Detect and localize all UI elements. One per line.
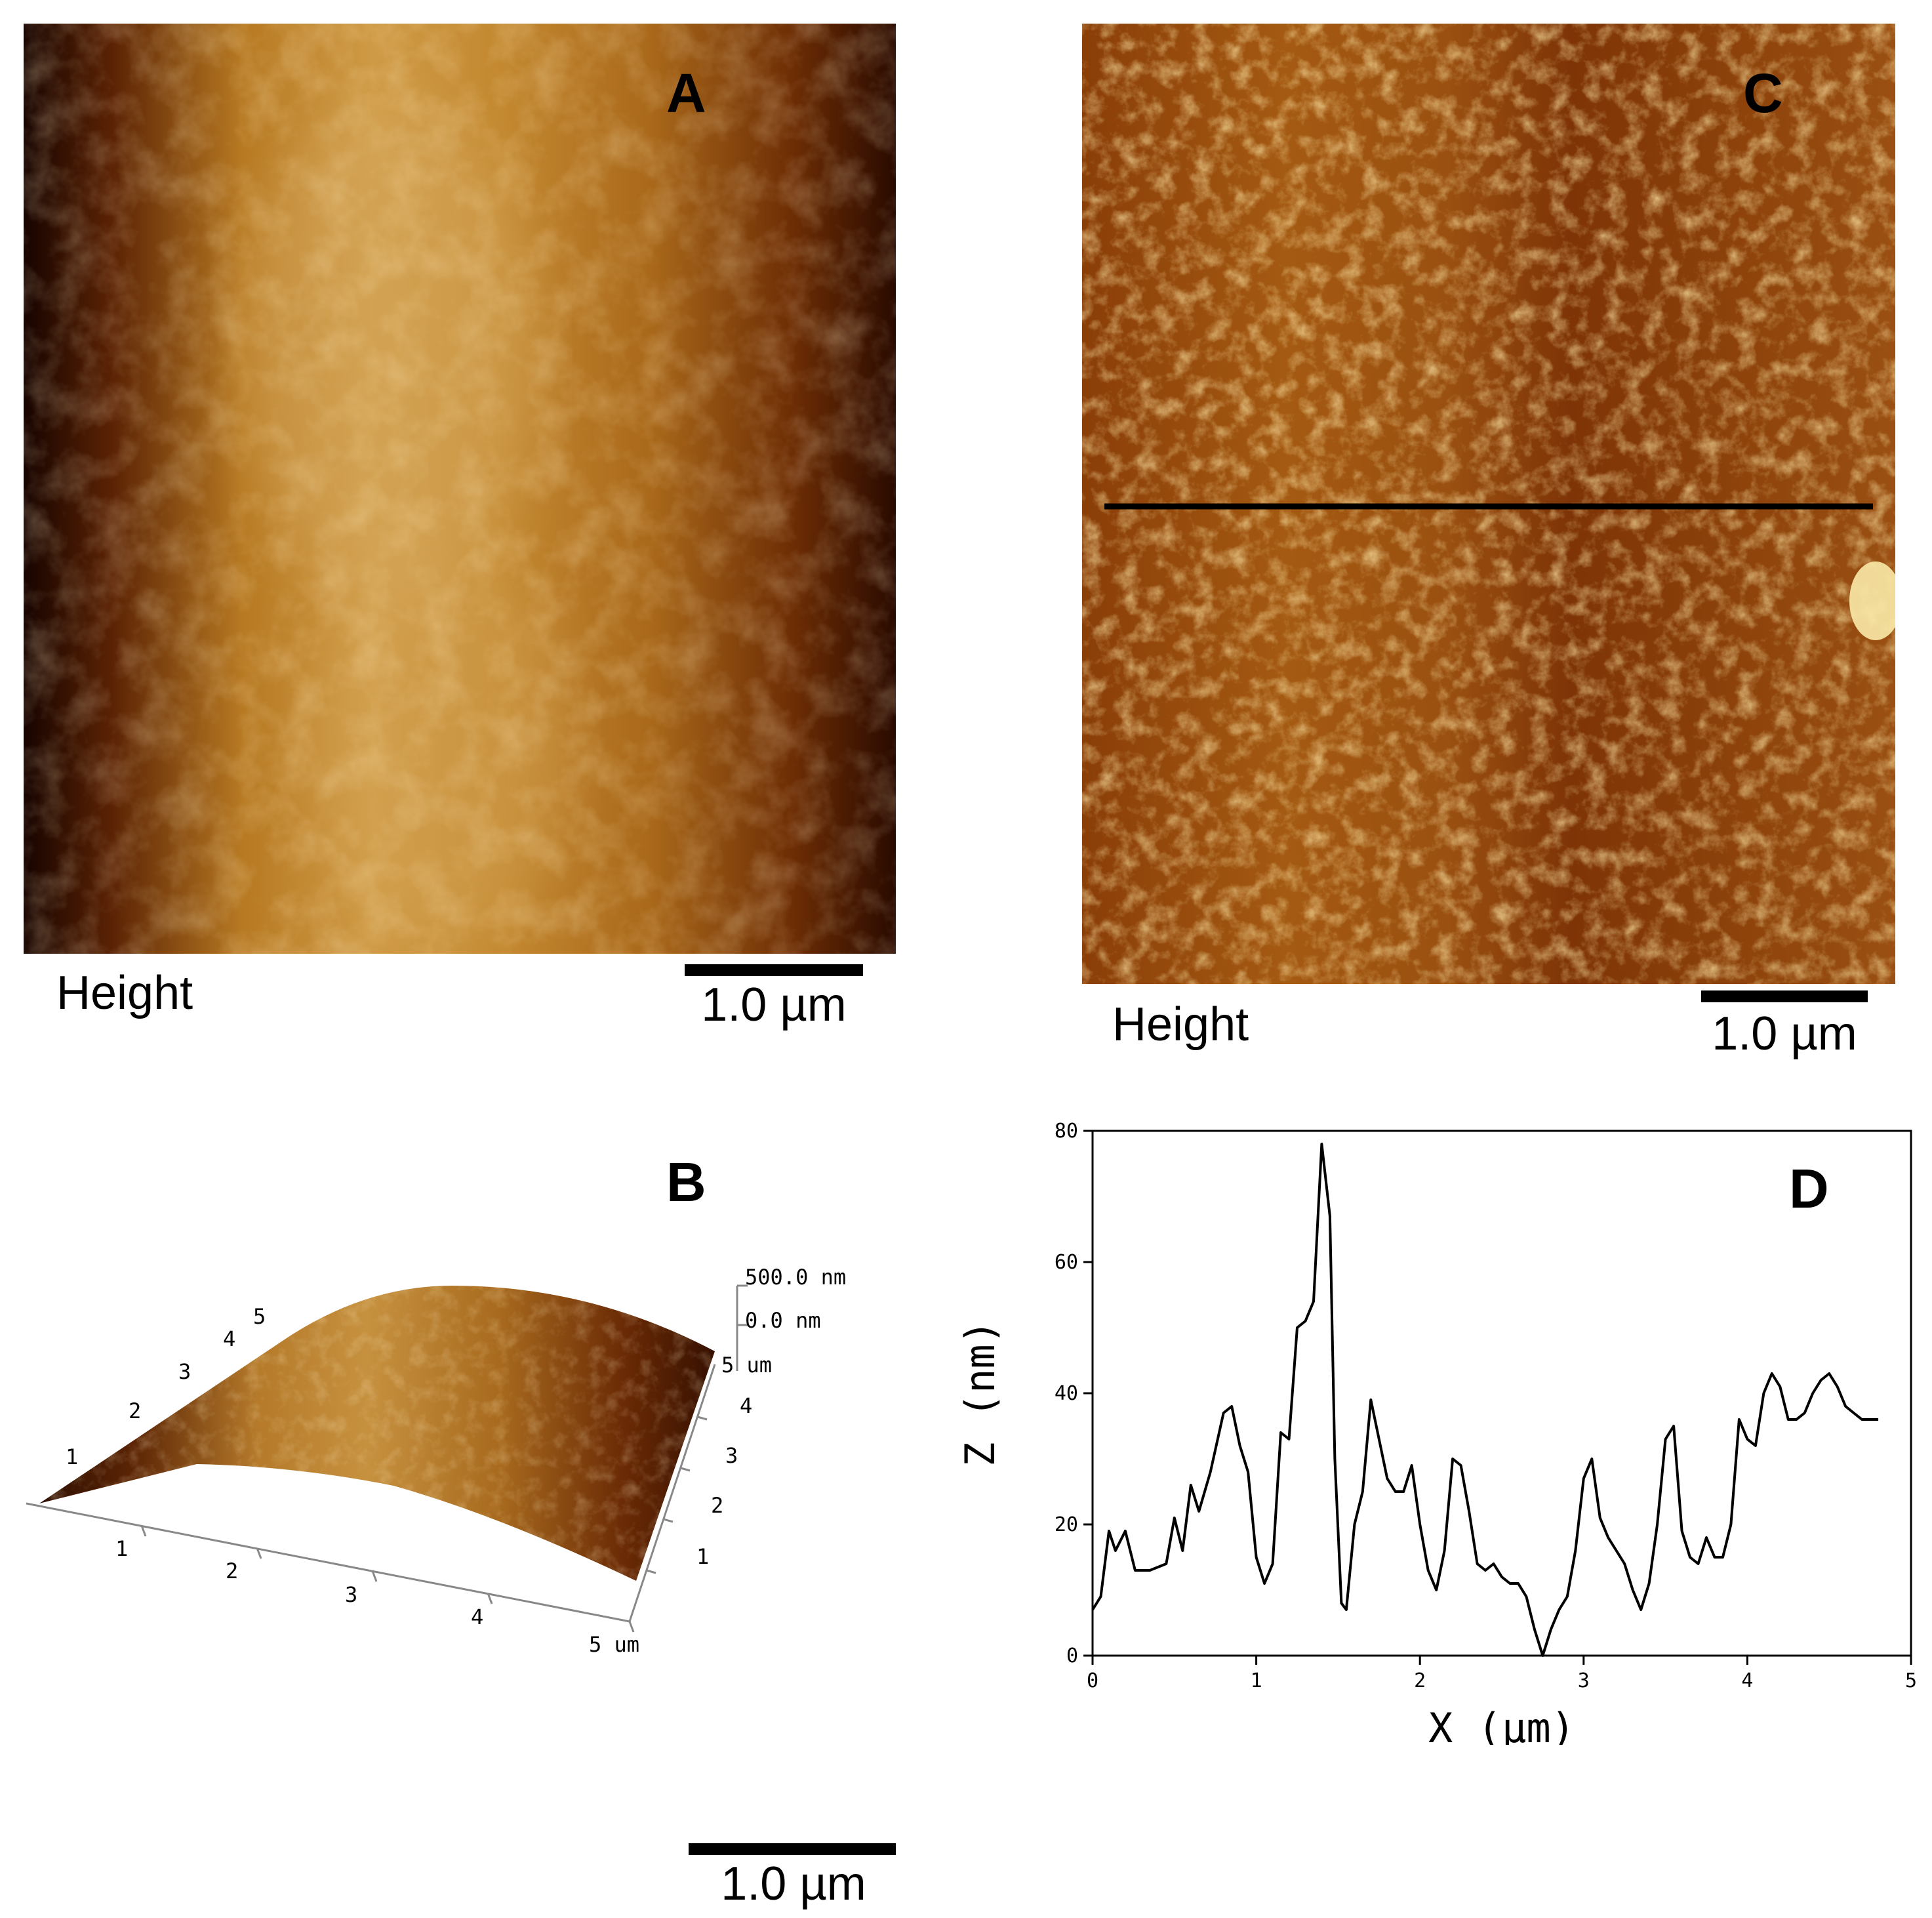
y-tick-label: 0	[1066, 1644, 1078, 1667]
x-tick-label: 1	[1251, 1669, 1262, 1692]
scale-bar-a	[685, 964, 863, 976]
y-tick-label: 4	[740, 1393, 752, 1418]
back-tick-label: 2	[129, 1398, 141, 1423]
panel-letter-a: A	[666, 62, 706, 124]
z-zero-label: 0.0 nm	[745, 1308, 821, 1333]
afm-height-image-c	[1082, 24, 1895, 984]
back-tick-label: 5	[253, 1304, 266, 1329]
x-tick-label: 1	[115, 1536, 128, 1561]
x-tick-label: 3	[1578, 1669, 1590, 1692]
x-tick-label: 4	[1741, 1669, 1753, 1692]
panel-letter-d: D	[1789, 1158, 1829, 1219]
z-top-label: 500.0 nm	[745, 1265, 846, 1290]
surface	[39, 1286, 715, 1581]
y-tick-label: 40	[1055, 1382, 1078, 1405]
y-tick-label: 60	[1055, 1251, 1078, 1274]
y-tick-label: 2	[711, 1493, 723, 1518]
scale-bar-c	[1701, 990, 1868, 1002]
y-unit-label: 5 um	[721, 1353, 772, 1377]
scale-label-a: 1.0 µm	[701, 979, 847, 1031]
y-tick-label: 20	[1055, 1513, 1078, 1536]
x-tick-label: 3	[345, 1582, 357, 1607]
height-label-a: Height	[56, 967, 193, 1019]
x-axis-label: X (µm)	[1428, 1704, 1575, 1745]
height-label-c: Height	[1112, 998, 1249, 1051]
back-tick-label: 4	[223, 1326, 235, 1351]
panel-b: B	[0, 1089, 931, 1918]
scale-label-b: 1.0 µm	[721, 1858, 866, 1910]
x-axis-line	[26, 1502, 630, 1623]
x-tick-label: 5 um	[589, 1632, 639, 1657]
afm-3d-surface-b: 1 2 3 4 5 um 1 2 3 4 5 um 1 2 3 4 5 500.…	[26, 1265, 846, 1657]
y-tick-label: 1	[696, 1544, 709, 1569]
x-tick-label: 4	[471, 1604, 483, 1629]
y-axis-line	[628, 1364, 716, 1622]
panel-letter-c: C	[1743, 62, 1783, 124]
series-line	[1091, 1143, 1879, 1657]
x-tick-label: 2	[226, 1559, 238, 1583]
y-axis-label: Z (nm)	[956, 1320, 1004, 1467]
y-tick-label: 80	[1055, 1120, 1078, 1143]
x-tick-label: 2	[1414, 1669, 1426, 1692]
panel-d: 0 1 2 3 4 5 0 20 40 60 80 X (µm) Z (nm) D	[931, 1089, 1932, 1752]
back-tick-label: 3	[178, 1359, 191, 1384]
back-tick-label: 1	[66, 1444, 78, 1469]
x-tick-label: 0	[1087, 1669, 1098, 1692]
afm-height-image-a	[24, 24, 896, 954]
panel-a: A Height 1.0 µm	[0, 0, 931, 1063]
scale-bar-b	[689, 1843, 896, 1855]
y-tick-label: 3	[725, 1443, 738, 1468]
profile-line-chart: 0 1 2 3 4 5 0 20 40 60 80 X (µm) Z (nm)	[956, 1120, 1917, 1752]
scale-label-c: 1.0 µm	[1712, 1008, 1857, 1060]
x-tick-label: 5	[1905, 1669, 1917, 1692]
panel-c: C Height 1.0 µm	[1049, 0, 1932, 1089]
panel-letter-b: B	[666, 1151, 706, 1213]
